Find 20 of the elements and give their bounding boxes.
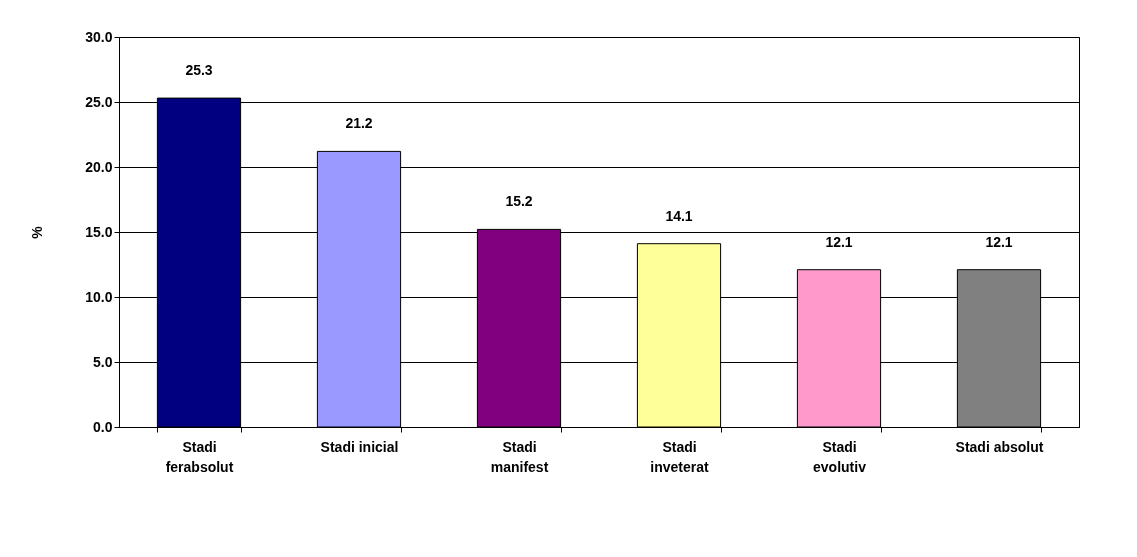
data-label: 12.1 xyxy=(825,233,853,250)
y-axis-title: % xyxy=(29,225,46,239)
x-tick-label: Stadi ferabsolut xyxy=(165,438,234,475)
y-tick-label: 20.0 xyxy=(85,158,113,175)
data-label: 12.1 xyxy=(985,233,1013,250)
data-label: 14.1 xyxy=(665,207,693,224)
y-tick-label: 15.0 xyxy=(85,223,113,240)
y-tick-label: 0.0 xyxy=(93,418,113,435)
x-tick-label: Stadi manifest xyxy=(490,438,549,475)
y-tick-label: 5.0 xyxy=(93,353,113,370)
y-tick-label: 30.0 xyxy=(85,28,113,45)
x-tick-label: Stadi inveterat xyxy=(650,438,710,475)
x-tick-label: Stadi evolutiv xyxy=(813,438,867,475)
y-tick-label: 10.0 xyxy=(85,288,113,305)
x-tick-label: Stadi absolut xyxy=(955,438,1044,455)
data-label: 15.2 xyxy=(505,193,533,210)
y-tick-label: 25.0 xyxy=(85,93,113,110)
data-label: 25.3 xyxy=(185,62,213,79)
x-tick-label: Stadi inicial xyxy=(320,438,399,455)
data-label: 21.2 xyxy=(345,115,373,132)
